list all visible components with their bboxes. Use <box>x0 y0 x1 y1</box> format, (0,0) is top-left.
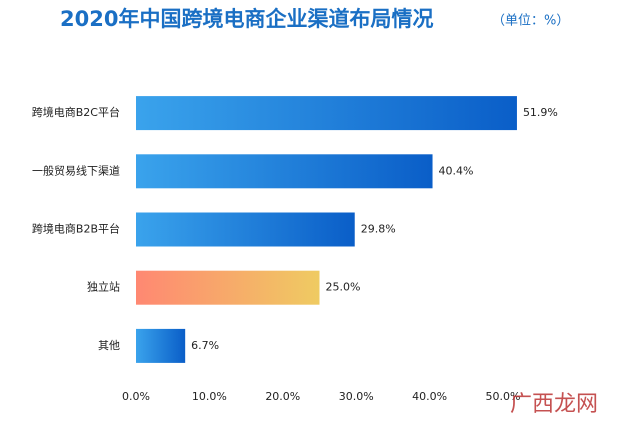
y-tick-label: 一般贸易线下渠道 <box>32 163 120 177</box>
bar <box>136 270 320 305</box>
value-label: 29.8% <box>361 223 396 236</box>
bar <box>136 328 186 363</box>
value-label: 6.7% <box>191 339 219 352</box>
y-tick-label: 跨境电商B2C平台 <box>32 105 120 119</box>
x-tick-label: 20.0% <box>265 390 300 403</box>
bar <box>136 96 517 131</box>
x-tick-label: 10.0% <box>192 390 227 403</box>
y-tick-label: 其他 <box>98 339 120 352</box>
bar <box>136 154 433 189</box>
x-tick-label: 30.0% <box>339 390 374 403</box>
x-tick-label: 0.0% <box>122 390 150 403</box>
x-tick-label: 50.0% <box>486 390 521 403</box>
x-tick-label: 40.0% <box>412 390 447 403</box>
bar <box>136 212 355 247</box>
watermark: 广西龙网 <box>510 392 598 417</box>
chart-title: 2020年中国跨境电商企业渠道布局情况 <box>60 7 433 31</box>
value-label: 40.4% <box>439 164 474 177</box>
chart-subtitle: （单位：%） <box>492 14 569 29</box>
y-tick-label: 跨境电商B2B平台 <box>32 222 120 236</box>
value-label: 25.0% <box>326 281 361 294</box>
value-label: 51.9% <box>523 106 558 119</box>
y-tick-label: 独立站 <box>87 280 120 294</box>
